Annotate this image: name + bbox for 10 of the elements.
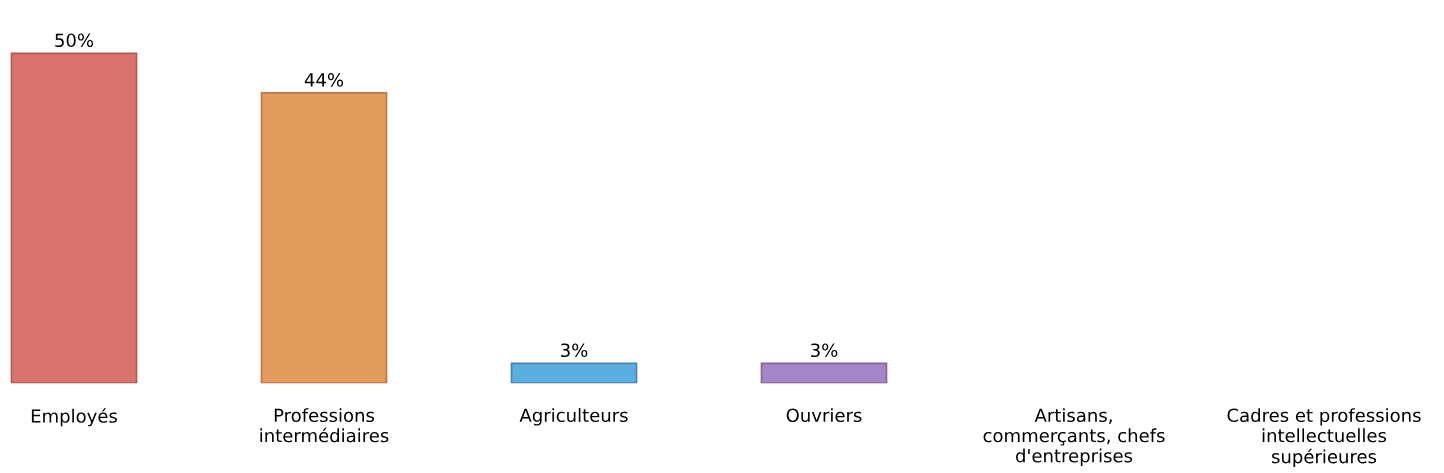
x-tick-label: Cadres et professions intellectuelles supérieures xyxy=(1227,408,1421,467)
data-label: 50% xyxy=(55,33,94,48)
x-tick-label: Ouvriers xyxy=(786,408,862,423)
x-tick-label: Employés xyxy=(31,408,117,427)
data-label: 44% xyxy=(304,73,344,87)
x-tick-label: Agriculteurs xyxy=(519,408,628,426)
x-tick-label: Artisans, commerçants, chefs d'entreprises xyxy=(983,408,1165,467)
data-label: 3% xyxy=(811,343,838,358)
data-label: 3% xyxy=(561,343,588,358)
x-tick-label: Professions intermédiaires xyxy=(260,408,389,443)
